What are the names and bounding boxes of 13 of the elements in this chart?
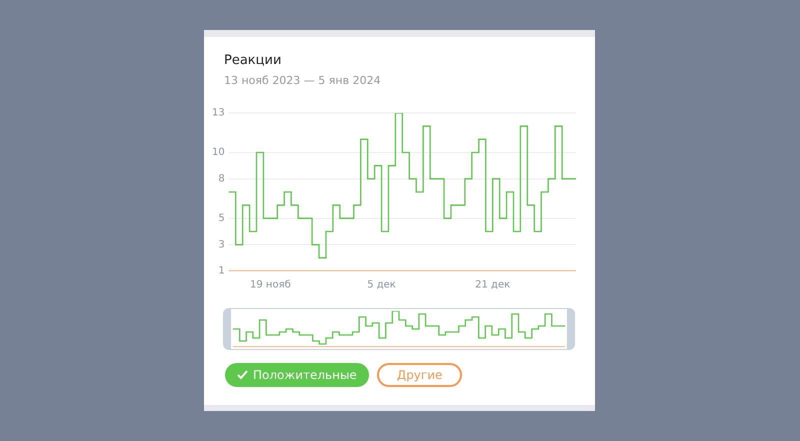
x-tick-label: 21 дек (475, 280, 510, 291)
y-tick-label: 3 (218, 239, 225, 250)
chart-subtitle: 13 нояб 2023 — 5 янв 2024 (224, 74, 381, 87)
text: Другие (396, 368, 442, 382)
y-tick-label: 10 (212, 147, 225, 158)
y-tick-label: 1 (218, 266, 225, 277)
y-tick-label: 8 (218, 173, 225, 184)
y-tick-label: 13 (212, 108, 225, 119)
x-tick-label: 19 нояб (250, 280, 291, 291)
x-tick-label: 5 дек (367, 280, 396, 291)
y-tick-label: 5 (218, 212, 225, 224)
chart-title: Реакции (224, 53, 282, 68)
text: Положительные (253, 368, 357, 382)
